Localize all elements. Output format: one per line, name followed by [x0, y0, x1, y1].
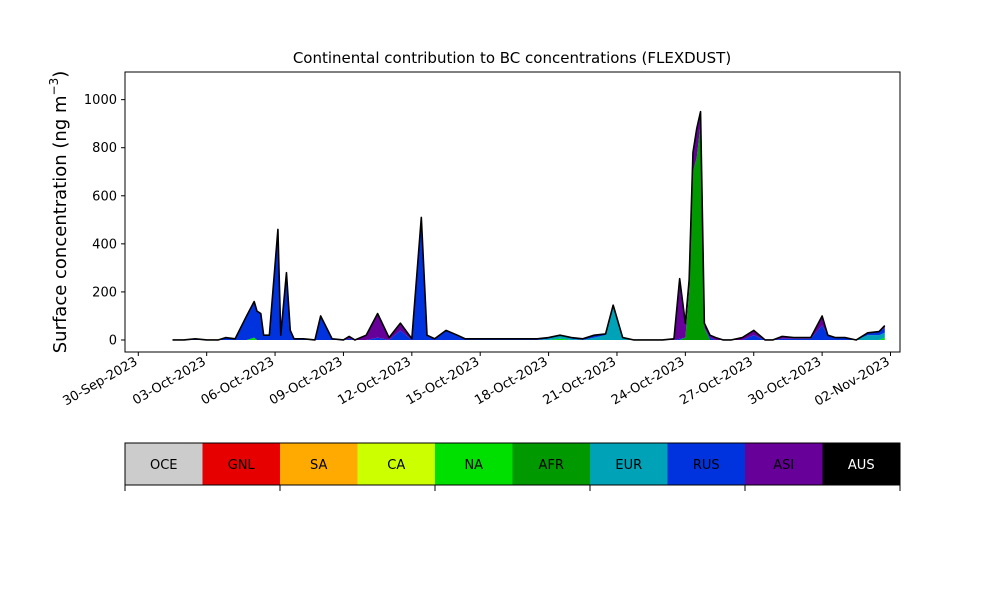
legend-label-aus: AUS	[848, 458, 875, 473]
x-axis: 30-Sep-202303-Oct-202306-Oct-202309-Oct-…	[60, 352, 893, 409]
total-outline	[172, 110, 886, 341]
legend-label-eur: EUR	[615, 458, 642, 473]
legend-swatch-rus	[667, 443, 746, 485]
y-axis-label-main: Surface concentration (ng m	[50, 95, 71, 353]
y-tick-label: 200	[92, 285, 117, 300]
x-tick-label: 09-Oct-2023	[267, 354, 345, 408]
legend-swatch-na	[435, 443, 513, 485]
y-tick-label: 0	[109, 333, 117, 348]
legend-label-asi: ASI	[773, 458, 794, 473]
legend-swatch-ca	[357, 443, 436, 485]
y-tick-label: 1000	[84, 93, 117, 108]
x-tick-label: 02-Nov-2023	[812, 354, 892, 409]
x-tick-label: 30-Oct-2023	[746, 354, 824, 408]
y-axis-label-close: )	[50, 71, 71, 78]
legend-swatch-oce	[125, 443, 203, 485]
x-tick-label: 21-Oct-2023	[541, 354, 619, 408]
y-tick-label: 800	[92, 141, 117, 156]
legend-label-afr: AFR	[539, 458, 564, 473]
x-tick-label: 18-Oct-2023	[472, 354, 550, 408]
x-tick-label: 27-Oct-2023	[677, 354, 755, 408]
legend-label-oce: OCE	[150, 458, 178, 473]
y-tick-label: 400	[92, 237, 117, 252]
legend-swatch-asi	[745, 443, 823, 485]
legend-swatch-aus	[822, 443, 901, 485]
total-line	[172, 110, 886, 341]
legend-swatch-sa	[280, 443, 358, 485]
x-tick-label: 30-Sep-2023	[60, 354, 140, 409]
x-tick-label: 06-Oct-2023	[199, 354, 277, 408]
legend-label-ca: CA	[387, 458, 405, 473]
y-axis-label-superscript: −3	[47, 78, 61, 96]
legend-swatch-afr	[512, 443, 591, 485]
x-tick-label: 24-Oct-2023	[609, 354, 687, 408]
x-tick-label: 15-Oct-2023	[404, 354, 482, 408]
x-tick-label: 12-Oct-2023	[335, 354, 413, 408]
y-axis-label: Surface concentration (ng m−3)	[47, 71, 71, 354]
legend-label-gnl: GNL	[228, 458, 256, 473]
legend-swatch-gnl	[202, 443, 281, 485]
legend-label-rus: RUS	[693, 458, 720, 473]
legend-label-sa: SA	[310, 458, 327, 473]
legend-label-na: NA	[464, 458, 483, 473]
y-axis: 0 200 400 600 800 1000	[84, 93, 125, 348]
legend-swatch-eur	[590, 443, 668, 485]
y-tick-label: 600	[92, 189, 117, 204]
plot-frame	[124, 71, 901, 353]
chart-title: Continental contribution to BC concentra…	[293, 49, 731, 67]
x-tick-label: 03-Oct-2023	[130, 354, 208, 408]
legend-colorbar: OCE GNL SA CA NA AFR EUR RUS ASI AUS	[124, 442, 901, 491]
legend-frame	[124, 442, 901, 486]
